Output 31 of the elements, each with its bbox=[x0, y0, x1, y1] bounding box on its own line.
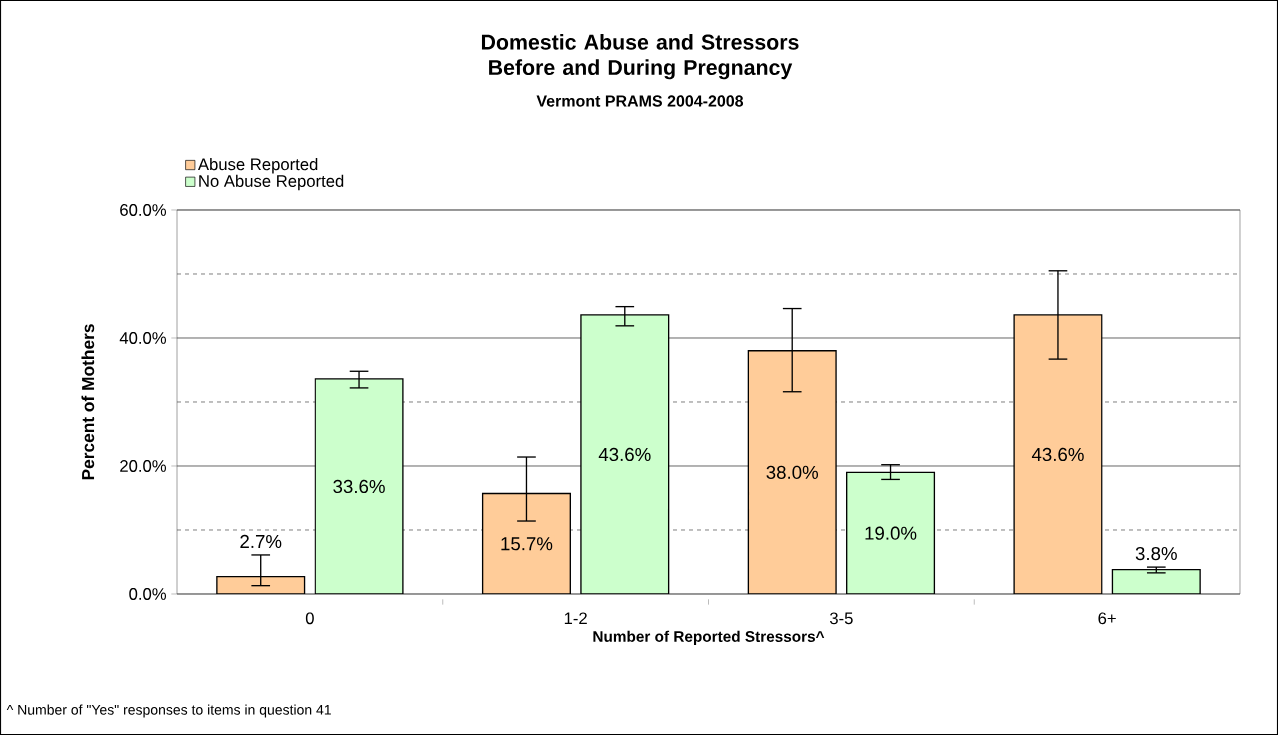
y-tick-label: 60.0% bbox=[120, 204, 166, 216]
x-tick-label: 6+ bbox=[1098, 612, 1116, 625]
data-label: 15.7% bbox=[501, 537, 553, 551]
data-label: 19.0% bbox=[865, 526, 917, 540]
x-tick-label: 0 bbox=[305, 612, 314, 625]
bar bbox=[846, 471, 936, 594]
data-label: 43.6% bbox=[1031, 447, 1084, 462]
x-tick-label: 3-5 bbox=[829, 612, 853, 625]
y-axis-title: Percent of Mothers bbox=[81, 324, 95, 480]
bar bbox=[216, 576, 306, 594]
y-tick-label: 0.0% bbox=[129, 588, 166, 600]
data-label: 2.7% bbox=[240, 534, 282, 549]
chart-title: Domestic Abuse and Stressors Before and During Pregnancy bbox=[481, 34, 799, 80]
bar bbox=[1111, 568, 1201, 594]
bar bbox=[314, 378, 404, 594]
bar bbox=[580, 314, 670, 594]
chart-subtitle: Vermont PRAMS 2004-2008 bbox=[536, 95, 744, 107]
y-tick-label: 20.0% bbox=[120, 460, 166, 472]
data-label: 38.0% bbox=[766, 465, 819, 479]
x-tick-label: 1-2 bbox=[564, 612, 587, 625]
legend-label: No Abuse Reported bbox=[199, 174, 344, 191]
data-label: 33.6% bbox=[333, 479, 385, 494]
bar bbox=[481, 492, 571, 594]
x-axis-title: Number of Reported Stressors^ bbox=[593, 630, 825, 645]
bar bbox=[1013, 314, 1103, 594]
bar bbox=[747, 350, 837, 594]
text: ^ Number of "Yes" responses to items in question 41 bbox=[6, 704, 331, 718]
data-label: 3.8% bbox=[1135, 546, 1177, 561]
y-tick-label: 40.0% bbox=[119, 332, 166, 344]
data-label: 43.6% bbox=[598, 447, 651, 462]
legend-label: Abuse Reported bbox=[197, 157, 318, 174]
